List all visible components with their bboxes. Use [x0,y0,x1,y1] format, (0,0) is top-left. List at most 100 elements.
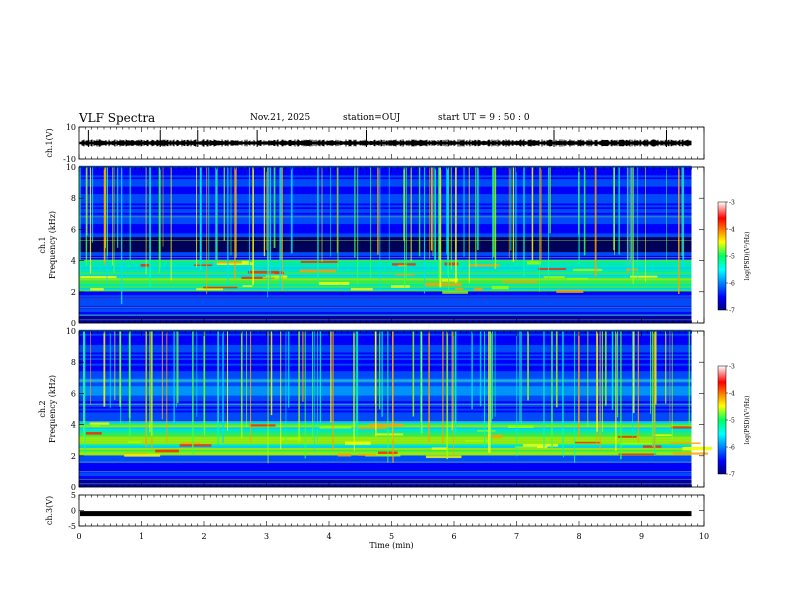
ch2-spectrogram-band [79,406,692,409]
ch2-spectrogram-band [79,382,692,385]
ch2-spectrogram-band [79,357,692,361]
ch1-spectrogram-colorbar-tick-label: -5 [729,254,735,261]
ch1-spectrogram-patch [567,277,588,280]
ch2-spectrogram-band [79,378,692,381]
ch1-spectrogram-band [79,212,692,215]
ch2-spectrogram-band [79,397,692,400]
ch2-spectrogram-patch [249,424,276,427]
x-tick-label: 6 [451,532,456,541]
ch2-spectrogram-band [79,473,692,477]
ch1-spectrogram-patch [140,264,150,267]
ch1-spectrogram-band [79,244,692,247]
ch1-spectrogram-band [79,279,692,283]
y-tick-label: 8 [71,358,76,367]
ch1-spectrogram-band [79,264,692,268]
ch1-spectrogram-patch [538,268,567,271]
ch1-spectrogram-band [79,206,692,210]
ch2-spectrogram-band [79,440,692,443]
ch1-spectrogram-band [79,233,692,236]
ch1-spectrogram-band [79,304,692,307]
ch1-spectrogram-band [79,246,692,249]
ch2-spectrogram-band [79,339,692,342]
ch1-spectrogram-band [79,182,692,185]
ch2-spectrogram-patch [522,443,559,447]
ch2-spectrogram-patch [376,433,404,436]
ch1-spectrogram-band [79,313,692,316]
ch2-spectrogram-band [79,374,692,377]
ch1-spectrogram-band [79,188,692,191]
ch1-spectrogram-patch [442,291,469,294]
ch1-spectrogram-band [79,199,692,202]
ch2-spectrogram-band [79,344,692,347]
ch1-spectrogram-band [79,201,692,204]
ch1-spectrogram-patch [543,276,565,279]
ch1-spectrogram-patch [241,276,275,279]
ch2-spectrogram-band [79,449,692,452]
ch1-spectrogram-band [79,287,692,290]
ch1-spectrogram-band [79,173,692,176]
ch1-spectrogram-band [79,220,692,223]
y-tick-label: -10 [63,155,76,164]
station-label: station=OUJ [343,113,401,123]
ch2-spectrogram-colorbar-tick-label: -7 [729,472,735,479]
ch2-spectrogram-colorbar-tick-label: -6 [729,445,735,452]
ch1-waveform-panel: 10 -10 ch.1(V) [45,123,705,164]
ch1-spectrogram-band [79,283,692,286]
ch1-spectrogram-band [79,298,692,301]
ch2-spectrogram-patch [281,437,301,440]
ch1-spectrogram-band [79,227,692,230]
ch2-spectrogram-patch [337,453,352,457]
y-tick-label: 8 [71,194,76,203]
ch2-spectrogram-colorbar-tick-label: -4 [729,391,735,398]
ch2-spectrogram-patch [124,454,161,457]
ch2-spectrogram-patch [672,452,709,455]
ch2-spectrogram-panel: 0 2 4 6 8 10 ch.2 Frequency (kHz) -3 -4 -5 -6 -7 log(… [38,327,751,492]
ch2-spectrogram-patch [85,431,102,435]
ch1-spectrogram-band [79,195,692,198]
ch1-spectrogram-patch [424,282,462,287]
ch2-spectrogram-patch [179,444,212,447]
ch1-spectrogram-band [79,251,692,255]
ch1-spectrogram-patch [300,260,339,263]
ch2-spectrogram-band [79,384,692,387]
y-tick-label: 0 [71,507,76,516]
y-tick-label: 6 [71,389,76,398]
x-axis: 0 1 2 3 4 5 6 7 8 9 10 Time (min) [76,532,709,550]
y-tick-label: 2 [71,452,76,461]
chart-title: VLF Spectra [79,111,156,125]
ch2-spectrogram-band [79,385,692,389]
ch2-spectrogram-band [79,442,692,445]
ch2-spectrogram-band [79,380,692,383]
ch2-spectrogram-band [79,428,692,432]
ch1-spectrogram-patch [392,263,416,266]
ch2-spectrogram-band [79,481,692,484]
ch2-spectrogram-band [79,408,692,411]
ch2-spectrogram-band [79,479,692,482]
ch1-spectrogram-band [79,261,692,264]
ch1-spectrogram-band [79,263,692,266]
ch1-spectrogram-band [79,302,692,305]
ch2-spectrogram-band [79,361,692,364]
ch1-spectrogram-band [79,257,692,260]
ch1-spectrogram-band [79,193,692,197]
ch1-spectrogram-band [79,285,692,288]
ch1-spectrogram-band [79,214,692,217]
ch1-spectrogram-band [79,294,692,298]
ch1-spectrogram-patch [196,288,224,291]
ch1-spectrogram-patch [262,276,287,279]
ch1-spectrogram-band [79,216,692,219]
ch2-spectrogram-band [79,340,692,344]
ch1-spectrogram-band [79,190,692,193]
ch1-trace [79,139,692,147]
ch1-spectrogram-band [79,289,692,292]
x-tick-label: 5 [389,532,394,541]
ch2-spectrogram-patch [507,425,534,428]
ch2-spectrogram-patch [515,446,547,448]
ch2-spectrogram-patch [477,430,496,432]
ch2-spectrogram-band [79,400,692,404]
y-tick-label: 10 [66,327,76,336]
ch1-spectrogram-colorbar-tick-label: -3 [729,200,735,207]
ch2-spectrogram-band [79,399,692,402]
ch1-spectrogram-band [79,274,692,277]
ch1-spectrogram-band [79,293,692,296]
